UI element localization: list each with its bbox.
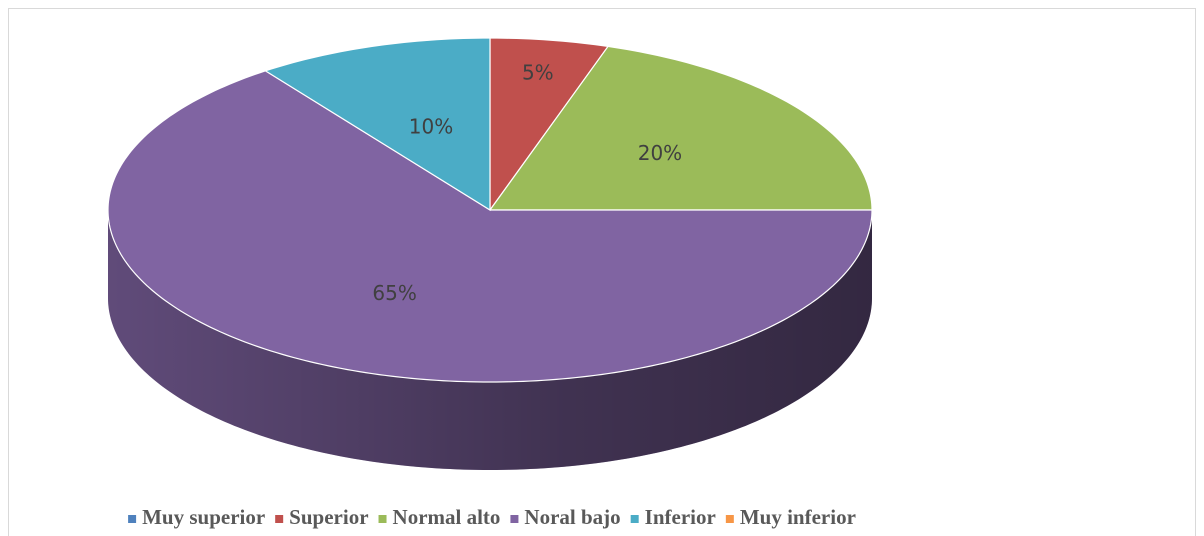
- legend-swatch: [378, 515, 387, 523]
- legend-swatch: [725, 515, 734, 523]
- data-label: 65%: [372, 281, 416, 305]
- legend-swatch: [510, 515, 519, 523]
- slice: [264, 37, 491, 212]
- legend-label: Normal alto: [393, 505, 501, 529]
- legend-label: Inferior: [645, 505, 716, 529]
- slice-side-shade: [108, 210, 872, 470]
- legend-swatch: [630, 515, 639, 523]
- legend-label: Noral bajo: [524, 505, 620, 529]
- data-label: 5%: [522, 61, 554, 85]
- legend-swatch: [128, 515, 137, 523]
- legend-label: Muy superior: [142, 505, 265, 529]
- slice: [107, 70, 873, 383]
- legend-label: Muy inferior: [740, 505, 856, 529]
- slice: [488, 45, 873, 211]
- data-label: 10%: [409, 115, 453, 139]
- legend-swatch: [275, 515, 284, 523]
- slice: [489, 37, 610, 212]
- data-label: 20%: [638, 141, 682, 165]
- legend: Muy superior Superior Normal alto Noral baj…: [128, 505, 856, 529]
- legend-label: Superior: [289, 505, 368, 529]
